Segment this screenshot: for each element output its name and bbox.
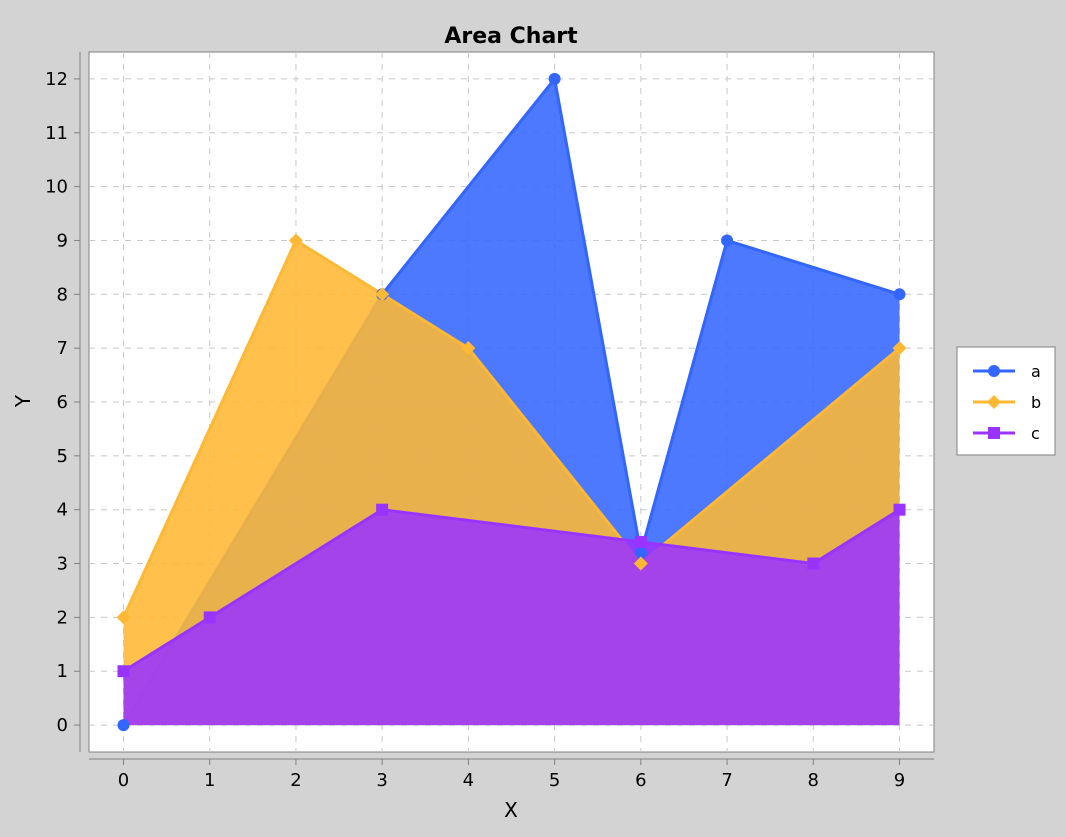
- y-tick-label: 9: [57, 230, 68, 251]
- marker-b: [288, 233, 303, 248]
- legend: abc: [956, 346, 1056, 456]
- legend-label-b: b: [1031, 393, 1041, 412]
- marker-a: [634, 546, 647, 559]
- x-tick-label: 1: [204, 770, 215, 791]
- marker-b: [116, 610, 131, 625]
- marker-a: [721, 234, 734, 247]
- legend-marker-b: [987, 395, 1001, 409]
- line-b: [122, 238, 901, 619]
- marker-b: [633, 556, 648, 571]
- y-tick-label: 4: [57, 500, 68, 521]
- y-tick-label: 10: [45, 177, 68, 198]
- marker-b: [461, 341, 476, 356]
- marker-b: [375, 287, 390, 302]
- x-tick-label: 6: [635, 770, 646, 791]
- x-tick-label: 5: [549, 770, 560, 791]
- y-tick-label: 11: [45, 123, 68, 144]
- y-tick-label: 8: [57, 284, 68, 305]
- axes: [74, 52, 934, 765]
- marker-c: [203, 611, 216, 624]
- x-tick-label: 8: [808, 770, 819, 791]
- y-tick-label: 5: [57, 446, 68, 467]
- marker-c: [893, 503, 906, 516]
- x-tick-label: 2: [290, 770, 301, 791]
- y-tick-label: 1: [57, 661, 68, 682]
- x-tick-label: 9: [894, 770, 905, 791]
- legend-marker-a: [988, 365, 1000, 377]
- series-markers: [116, 72, 907, 732]
- x-tick-label: 3: [376, 770, 387, 791]
- chart-title: Area Chart: [444, 24, 578, 49]
- legend-marker-c: [988, 427, 1000, 439]
- y-axis-title: Y: [11, 394, 35, 408]
- y-tick-label: 12: [45, 69, 68, 90]
- legend-label-c: c: [1031, 424, 1040, 443]
- y-tick-label: 2: [57, 607, 68, 628]
- y-tick-label: 6: [57, 392, 68, 413]
- x-tick-label: 7: [721, 770, 732, 791]
- y-tick-label: 0: [57, 715, 68, 736]
- x-tick-label: 4: [463, 770, 474, 791]
- y-tick-label: 3: [57, 554, 68, 575]
- marker-c: [117, 665, 130, 678]
- area-c: [123, 509, 900, 726]
- marker-c: [634, 536, 647, 548]
- marker-c: [807, 557, 820, 570]
- series-areas: [122, 77, 901, 726]
- y-tick-label: 7: [57, 338, 68, 359]
- line-c: [122, 508, 901, 673]
- marker-b: [892, 341, 907, 356]
- marker-a: [893, 288, 906, 301]
- legend-label-a: a: [1031, 362, 1041, 381]
- x-tick-label: 0: [118, 770, 129, 791]
- marker-c: [376, 503, 389, 516]
- marker-a: [117, 719, 130, 732]
- x-axis-title: X: [504, 798, 518, 822]
- marker-a: [548, 72, 561, 85]
